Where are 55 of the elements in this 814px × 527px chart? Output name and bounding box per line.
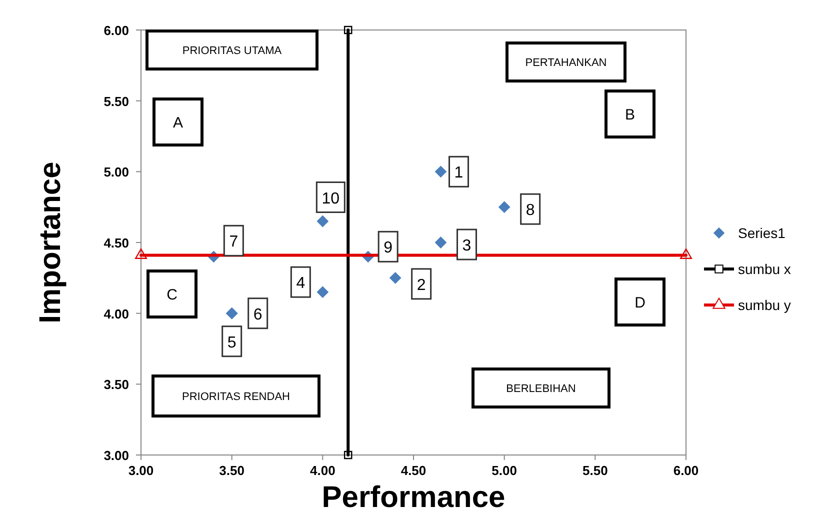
x-tick-label: 3.00 xyxy=(128,463,154,478)
annotation: 1 xyxy=(454,164,464,182)
annotation: B xyxy=(624,106,636,124)
y-axis-title: Importance xyxy=(34,162,67,324)
label-box: 6 xyxy=(248,298,268,330)
x-tick-label: 5.50 xyxy=(582,463,608,478)
annotation: PRIORITAS RENDAH xyxy=(182,390,290,403)
annotation: 8 xyxy=(526,202,535,220)
annotation: 3 xyxy=(462,238,472,254)
x-tick-label: 6.00 xyxy=(673,463,699,478)
y-tick-label: 5.00 xyxy=(104,164,129,180)
label-box: 8 xyxy=(520,193,541,225)
annotation: PERTAHANKAN xyxy=(525,56,607,69)
x-tick-label: 4.00 xyxy=(310,463,336,478)
x-tick-label: 3.50 xyxy=(219,463,244,478)
x-tick-label: 4.50 xyxy=(400,463,426,478)
label-box: 10 xyxy=(316,182,346,213)
legend-label: Series1 xyxy=(738,225,786,241)
annotation: D xyxy=(634,294,646,312)
y-tick-label: 3.00 xyxy=(104,448,129,463)
text-box: C xyxy=(146,270,198,318)
y-tick-label: 6.00 xyxy=(104,23,129,38)
annotation: 7 xyxy=(229,234,238,251)
label-box: 3 xyxy=(456,228,477,260)
annotation: C xyxy=(166,286,178,304)
y-tick-label: 5.50 xyxy=(104,94,129,109)
annotation: 10 xyxy=(322,190,340,208)
text-box: BERLEBIHAN xyxy=(472,368,610,408)
label-box: 7 xyxy=(223,224,244,256)
label-box: 2 xyxy=(411,268,432,300)
label-box: 4 xyxy=(290,266,311,298)
annotation: 5 xyxy=(227,334,236,352)
label-box: 9 xyxy=(378,230,398,262)
annotation: A xyxy=(172,114,184,132)
text-box: A xyxy=(152,98,204,146)
annotation: 2 xyxy=(416,276,426,294)
y-tick-label: 4.50 xyxy=(104,236,129,250)
annotation: 9 xyxy=(384,240,393,257)
annotation: BERLEBIHAN xyxy=(506,382,576,395)
y-tick-label: 4.00 xyxy=(104,306,129,322)
legend-label: sumbu y xyxy=(738,297,791,313)
annotation: 4 xyxy=(296,275,306,292)
annotation: 6 xyxy=(253,306,262,324)
y-tick-label: 3.50 xyxy=(104,377,129,392)
annotation: PRIORITAS UTAMA xyxy=(182,44,282,57)
legend-label: sumbu x xyxy=(738,261,791,277)
text-box: PRIORITAS UTAMA xyxy=(146,30,318,70)
text-box: PERTAHANKAN xyxy=(506,42,626,82)
text-box: B xyxy=(604,90,656,138)
text-box: PRIORITAS RENDAH xyxy=(152,374,320,418)
label-box: 1 xyxy=(448,156,469,188)
x-axis-title: Performance xyxy=(322,481,506,514)
x-tick-label: 5.00 xyxy=(492,463,517,478)
label-box: 5 xyxy=(222,326,242,358)
text-box: D xyxy=(614,278,666,326)
